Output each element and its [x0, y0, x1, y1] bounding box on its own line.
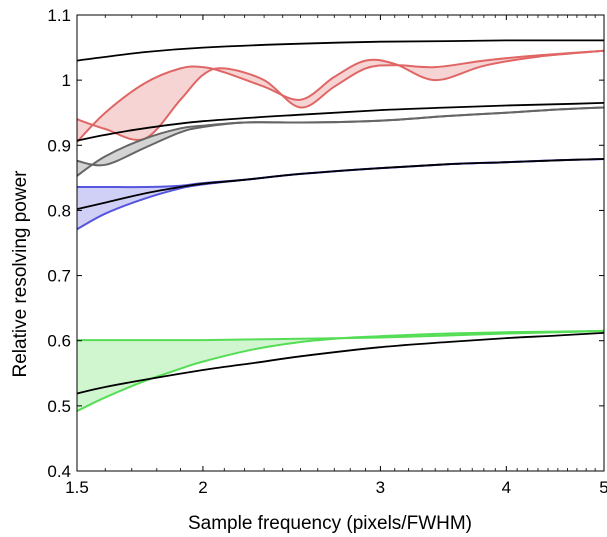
- series-4-line: [76, 332, 605, 395]
- band-4-fill: [77, 330, 604, 412]
- x-tick-label: 1.5: [65, 478, 89, 497]
- y-axis-title: Relative resolving power: [10, 170, 31, 378]
- y-tick-label: 0.4: [47, 462, 71, 481]
- tick-layer: 1.5 2 3 4 5 0.4 0.5 0.6 0.7 0.8 0.9 1 1.1: [47, 6, 607, 497]
- x-axis-title: Sample frequency (pixels/FWHM): [188, 513, 472, 534]
- plot-frame: [76, 14, 605, 472]
- x-tick-label: 3: [376, 478, 385, 497]
- band-3-lower-line: [76, 158, 605, 231]
- y-tick-label: 0.7: [47, 267, 71, 286]
- y-tick-label: 0.9: [47, 136, 71, 155]
- band-1-lower-line: [76, 49, 605, 143]
- series-2-line: [76, 102, 605, 142]
- band-3-upper-line: [76, 158, 605, 189]
- series-3-line: [76, 158, 605, 210]
- band-1-upper-line: [76, 49, 605, 141]
- x-tick-label: 2: [198, 478, 207, 497]
- band-4-lower-line: [76, 329, 605, 412]
- y-tick-label: 0.6: [47, 332, 71, 351]
- y-tick-label: 1.1: [47, 6, 71, 25]
- y-tick-label: 1: [62, 71, 71, 90]
- band-1-fill: [77, 50, 604, 142]
- band-2-lower-line: [76, 106, 605, 177]
- x-tick-label: 5: [599, 478, 607, 497]
- series-1-line: [76, 39, 604, 62]
- series-layer: [76, 39, 605, 395]
- y-tick-label: 0.8: [47, 201, 71, 220]
- y-tick-label: 0.5: [47, 397, 71, 416]
- x-tick-label: 4: [502, 478, 511, 497]
